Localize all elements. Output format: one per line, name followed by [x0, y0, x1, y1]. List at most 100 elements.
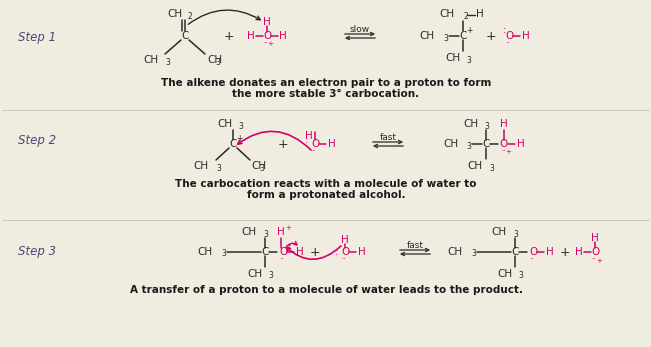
Text: +: +: [310, 245, 320, 259]
Text: +: +: [466, 25, 472, 34]
Text: ··: ··: [592, 256, 596, 262]
Text: C: C: [482, 139, 490, 149]
Text: H: H: [341, 235, 349, 245]
Text: CH: CH: [207, 55, 222, 65]
Text: :: :: [305, 139, 309, 149]
Text: H: H: [358, 247, 366, 257]
Text: Step 3: Step 3: [18, 245, 56, 259]
Text: 3: 3: [443, 34, 449, 42]
Text: 3: 3: [467, 142, 471, 151]
Text: +: +: [285, 243, 291, 249]
Text: H: H: [500, 119, 508, 129]
Text: :: :: [503, 25, 507, 35]
Text: 3: 3: [215, 58, 221, 67]
Text: 3: 3: [165, 58, 171, 67]
Text: O: O: [311, 139, 319, 149]
Text: ··: ··: [506, 40, 510, 46]
Text: ··: ··: [312, 148, 316, 154]
Text: O: O: [279, 247, 287, 257]
Text: H: H: [517, 139, 525, 149]
Text: form a protonated alcohol.: form a protonated alcohol.: [247, 190, 406, 200]
Text: H: H: [476, 9, 484, 19]
Text: C: C: [460, 31, 467, 41]
Text: the more stable 3° carbocation.: the more stable 3° carbocation.: [232, 89, 419, 99]
Text: CH: CH: [443, 139, 458, 149]
Text: C: C: [261, 247, 269, 257]
Text: O: O: [591, 247, 599, 257]
Text: 3: 3: [264, 229, 268, 238]
Text: O: O: [341, 247, 349, 257]
Text: 2: 2: [187, 11, 193, 20]
Text: +: +: [224, 29, 234, 42]
Text: The alkene donates an electron pair to a proton to form: The alkene donates an electron pair to a…: [161, 78, 492, 88]
Text: CH: CH: [247, 269, 262, 279]
Text: H: H: [305, 131, 313, 141]
Text: 2: 2: [463, 11, 468, 20]
Text: ··: ··: [280, 256, 284, 262]
Text: O: O: [529, 247, 537, 257]
Text: +: +: [267, 41, 273, 47]
Text: CH: CH: [497, 269, 512, 279]
Text: slow: slow: [350, 25, 370, 34]
Text: +: +: [278, 137, 288, 151]
Text: 3: 3: [260, 163, 264, 172]
Text: O: O: [500, 139, 508, 149]
Text: Step 2: Step 2: [18, 134, 56, 146]
Text: H: H: [263, 17, 271, 27]
Text: +: +: [486, 29, 496, 42]
Text: C: C: [182, 31, 189, 41]
Text: CH: CH: [420, 31, 435, 41]
Text: The carbocation reacts with a molecule of water to: The carbocation reacts with a molecule o…: [175, 179, 477, 189]
Text: A transfer of a proton to a molecule of water leads to the product.: A transfer of a proton to a molecule of …: [130, 285, 523, 295]
Text: ··: ··: [530, 256, 534, 262]
Text: CH: CH: [440, 9, 455, 19]
Text: 3: 3: [467, 56, 471, 65]
Text: H: H: [591, 233, 599, 243]
Text: C: C: [511, 247, 519, 257]
Text: Step 1: Step 1: [18, 31, 56, 43]
Text: CH: CH: [463, 119, 478, 129]
Text: 3: 3: [490, 163, 495, 172]
Text: H: H: [279, 31, 287, 41]
Text: CH: CH: [168, 9, 183, 19]
Text: H: H: [575, 247, 583, 257]
Text: 3: 3: [221, 249, 227, 259]
Text: CH: CH: [144, 55, 159, 65]
Text: CH: CH: [492, 227, 507, 237]
Text: CH: CH: [251, 161, 266, 171]
Text: CH: CH: [445, 53, 460, 63]
Text: CH: CH: [242, 227, 257, 237]
Text: 3: 3: [269, 271, 273, 280]
Text: +: +: [596, 258, 602, 264]
Text: +: +: [236, 134, 242, 143]
Text: H: H: [328, 139, 336, 149]
Text: :: :: [335, 247, 339, 257]
Text: CH: CH: [193, 161, 208, 171]
Text: 3: 3: [238, 121, 243, 130]
Text: H: H: [546, 247, 554, 257]
Text: ··: ··: [501, 148, 505, 154]
Text: +: +: [285, 225, 291, 231]
Text: CH: CH: [448, 247, 463, 257]
Text: +: +: [560, 245, 570, 259]
Text: 3: 3: [484, 121, 490, 130]
Text: 3: 3: [217, 163, 221, 172]
Text: H: H: [277, 227, 285, 237]
Text: CH: CH: [218, 119, 233, 129]
Text: C: C: [229, 139, 237, 149]
Text: 3: 3: [519, 271, 523, 280]
Text: ··: ··: [342, 256, 346, 262]
Text: fast: fast: [380, 133, 396, 142]
Text: O: O: [505, 31, 513, 41]
Text: CH: CH: [198, 247, 213, 257]
Text: H: H: [296, 247, 304, 257]
Text: ··: ··: [264, 40, 268, 46]
Text: H: H: [522, 31, 530, 41]
Text: CH: CH: [468, 161, 483, 171]
Text: H: H: [247, 31, 255, 41]
Text: 3: 3: [514, 229, 518, 238]
Text: O: O: [263, 31, 271, 41]
Text: 3: 3: [471, 249, 477, 259]
Text: fast: fast: [406, 240, 424, 249]
Text: +: +: [505, 149, 511, 155]
